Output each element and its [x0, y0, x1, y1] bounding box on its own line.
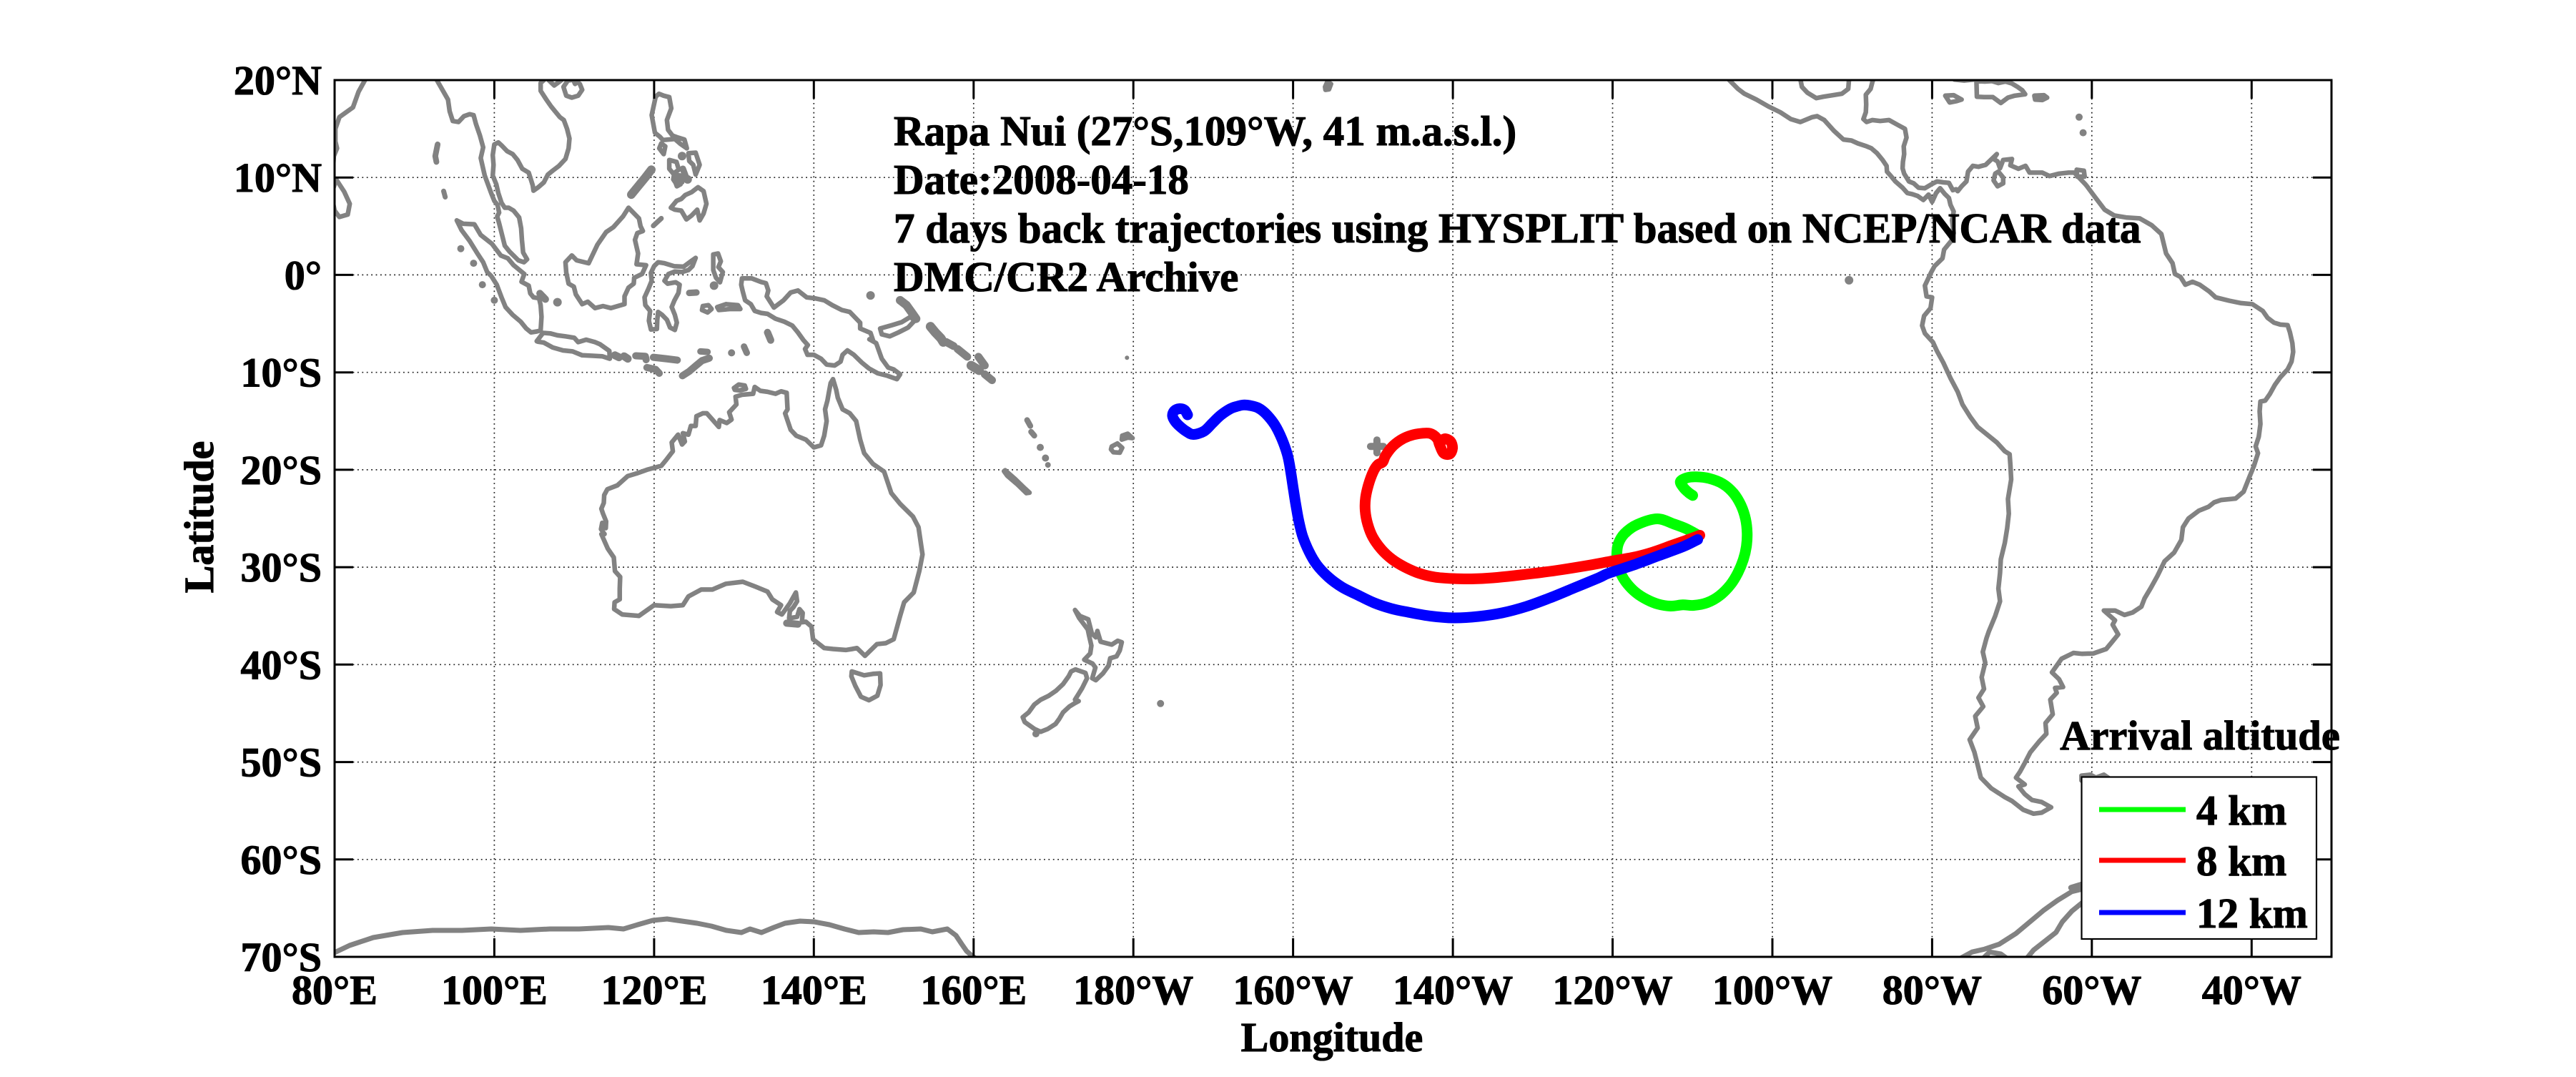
svg-text:20°S: 20°S — [241, 447, 322, 493]
svg-text:140°E: 140°E — [761, 967, 867, 1013]
svg-text:120°E: 120°E — [601, 967, 707, 1013]
svg-text:20°N: 20°N — [234, 57, 322, 104]
svg-text:8 km: 8 km — [2196, 837, 2286, 885]
svg-text:12 km: 12 km — [2196, 890, 2308, 937]
svg-text:Longitude: Longitude — [1241, 1014, 1423, 1061]
svg-text:7 days back trajectories using: 7 days back trajectories using HYSPLIT b… — [894, 205, 2141, 252]
svg-text:80°W: 80°W — [1882, 967, 1982, 1013]
svg-text:40°W: 40°W — [2202, 967, 2301, 1013]
svg-text:80°E: 80°E — [292, 967, 377, 1013]
svg-text:0°: 0° — [285, 252, 322, 298]
svg-text:Date:2008-04-18: Date:2008-04-18 — [894, 156, 1189, 203]
svg-text:Arrival altitude: Arrival altitude — [2060, 712, 2340, 759]
svg-text:60°S: 60°S — [241, 837, 322, 883]
svg-text:30°S: 30°S — [241, 544, 322, 591]
svg-text:100°W: 100°W — [1712, 967, 1832, 1013]
svg-text:4 km: 4 km — [2196, 787, 2286, 834]
svg-text:180°W: 180°W — [1073, 967, 1193, 1013]
svg-text:160°W: 160°W — [1233, 967, 1353, 1013]
svg-text:100°E: 100°E — [441, 967, 548, 1013]
svg-text:Latitude: Latitude — [176, 441, 222, 594]
svg-text:50°S: 50°S — [241, 739, 322, 786]
svg-text:Rapa Nui (27°S,109°W, 41 m.a.s: Rapa Nui (27°S,109°W, 41 m.a.s.l.) — [894, 107, 1516, 154]
svg-text:160°E: 160°E — [920, 967, 1027, 1013]
svg-text:70°S: 70°S — [241, 934, 322, 980]
svg-text:40°S: 40°S — [241, 641, 322, 688]
svg-text:120°W: 120°W — [1552, 967, 1672, 1013]
svg-text:60°W: 60°W — [2042, 967, 2141, 1013]
svg-text:10°S: 10°S — [241, 350, 322, 396]
svg-text:10°N: 10°N — [234, 154, 322, 201]
svg-text:140°W: 140°W — [1393, 967, 1513, 1013]
svg-text:DMC/CR2 Archive: DMC/CR2 Archive — [894, 253, 1238, 300]
